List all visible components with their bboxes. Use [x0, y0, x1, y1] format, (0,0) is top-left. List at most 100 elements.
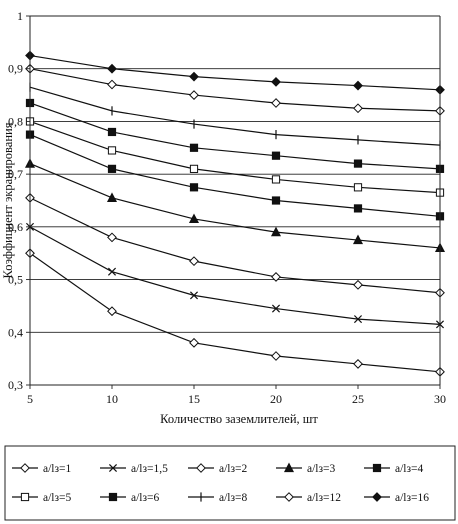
- data-point: [271, 304, 281, 313]
- x-tick-label: 15: [188, 392, 200, 406]
- legend-entry: a/lз=16: [364, 492, 429, 504]
- series-3: [25, 192, 445, 298]
- legend-marker: [108, 463, 118, 473]
- y-tick-label: 0,8: [8, 114, 23, 128]
- legend-label: a/lз=2: [219, 463, 248, 475]
- x-axis-label: Количество заземлителей, шт: [160, 412, 318, 426]
- data-point: [271, 272, 281, 282]
- legend-label: a/lз=4: [395, 463, 424, 475]
- data-point: [189, 71, 199, 82]
- data-point: [352, 234, 364, 245]
- legend: a/lз=1 a/lз=1,5 a/lз=2 a/lз=3 a/lз=4 a/lз=5 a/…: [4, 445, 456, 521]
- legend-label: a/lз=5: [43, 492, 72, 504]
- grid: [30, 15, 440, 386]
- x-tick-label: 5: [27, 392, 33, 406]
- data-point: [189, 256, 199, 267]
- data-point: [107, 306, 117, 317]
- series-line: [29, 226, 441, 325]
- series-line: [29, 252, 441, 373]
- legend-label: a/lз=6: [131, 492, 160, 504]
- data-point: [353, 204, 363, 213]
- data-point: [353, 103, 363, 114]
- data-point: [107, 79, 117, 90]
- legend-entry: a/lз=3: [276, 462, 336, 475]
- x-tick-label: 20: [270, 392, 282, 406]
- data-point: [107, 63, 117, 74]
- data-point: [271, 175, 281, 184]
- data-point: [106, 192, 118, 202]
- legend-marker: [283, 462, 295, 473]
- series-line: [29, 102, 441, 170]
- data-point: [271, 196, 281, 205]
- series-5: [25, 130, 445, 221]
- data-point: [188, 213, 200, 224]
- series-4: [24, 158, 446, 253]
- data-point: [189, 337, 199, 348]
- tick-labels: 0,30,40,50,60,70,80,915 10 15 20 25 30: [8, 9, 446, 406]
- series-2: [25, 222, 445, 329]
- y-tick-label: 0,7: [8, 167, 23, 181]
- legend-entry: a/lз=4: [364, 463, 424, 475]
- series-7: [25, 98, 445, 173]
- y-tick-label: 0,9: [8, 62, 23, 76]
- legend-marker: [372, 463, 382, 473]
- legend-marker: [108, 492, 118, 502]
- data-point: [271, 351, 281, 361]
- legend-entry: a/lз=2: [188, 463, 248, 475]
- legend-label: a/lз=1: [43, 463, 72, 475]
- data-point: [353, 359, 363, 369]
- legend-marker: [372, 492, 382, 502]
- data-point: [107, 232, 117, 243]
- data-point: [107, 164, 117, 173]
- data-point: [189, 183, 199, 192]
- legend-label: a/lз=8: [219, 492, 248, 504]
- x-tick-label: 10: [106, 392, 118, 406]
- axes: [26, 15, 441, 389]
- series-line: [29, 54, 441, 91]
- data-point: [107, 146, 117, 155]
- data-point: [107, 267, 117, 276]
- legend-entry: a/lз=1: [12, 463, 72, 475]
- legend-marker: [284, 492, 294, 502]
- legend-label: a/lз=3: [307, 463, 336, 475]
- data-point: [270, 226, 282, 237]
- legend-entry: a/lз=1,5: [100, 463, 168, 475]
- series-8: [29, 82, 441, 150]
- y-tick-label: 1: [17, 9, 23, 23]
- legend-label: a/lз=12: [307, 492, 341, 504]
- y-tick-label: 0,4: [8, 325, 23, 339]
- legend-entry: a/lз=6: [100, 492, 160, 504]
- data-point: [189, 143, 199, 152]
- data-point: [353, 183, 363, 192]
- data-point: [189, 291, 199, 300]
- data-point: [353, 80, 363, 91]
- data-point: [353, 315, 363, 324]
- series-line: [29, 197, 441, 294]
- legend-entry: a/lз=8: [188, 492, 248, 504]
- series-line: [29, 120, 441, 194]
- series-line: [29, 163, 441, 249]
- y-tick-label: 0,5: [8, 273, 23, 287]
- data-point: [107, 127, 117, 137]
- data-point: [271, 98, 281, 108]
- legend-entry: a/lз=12: [276, 492, 341, 504]
- data-point: [271, 76, 281, 87]
- series-10: [25, 50, 445, 95]
- y-tick-label: 0,3: [8, 378, 23, 392]
- series-1: [25, 248, 445, 377]
- series-line: [29, 134, 441, 217]
- series-layer: [24, 50, 446, 377]
- series-line: [29, 86, 441, 146]
- legend-marker: [20, 492, 30, 502]
- legend-label: a/lз=16: [395, 492, 429, 504]
- y-axis-label: Коэффициент экранирования: [1, 122, 15, 278]
- legend-marker: [20, 463, 30, 473]
- data-point: [353, 159, 363, 168]
- series-line: [29, 68, 441, 112]
- x-tick-label: 30: [434, 392, 446, 406]
- legend-label: a/lз=1,5: [131, 463, 168, 475]
- x-tick-label: 25: [352, 392, 364, 406]
- series-9: [25, 63, 445, 116]
- data-point: [189, 164, 199, 173]
